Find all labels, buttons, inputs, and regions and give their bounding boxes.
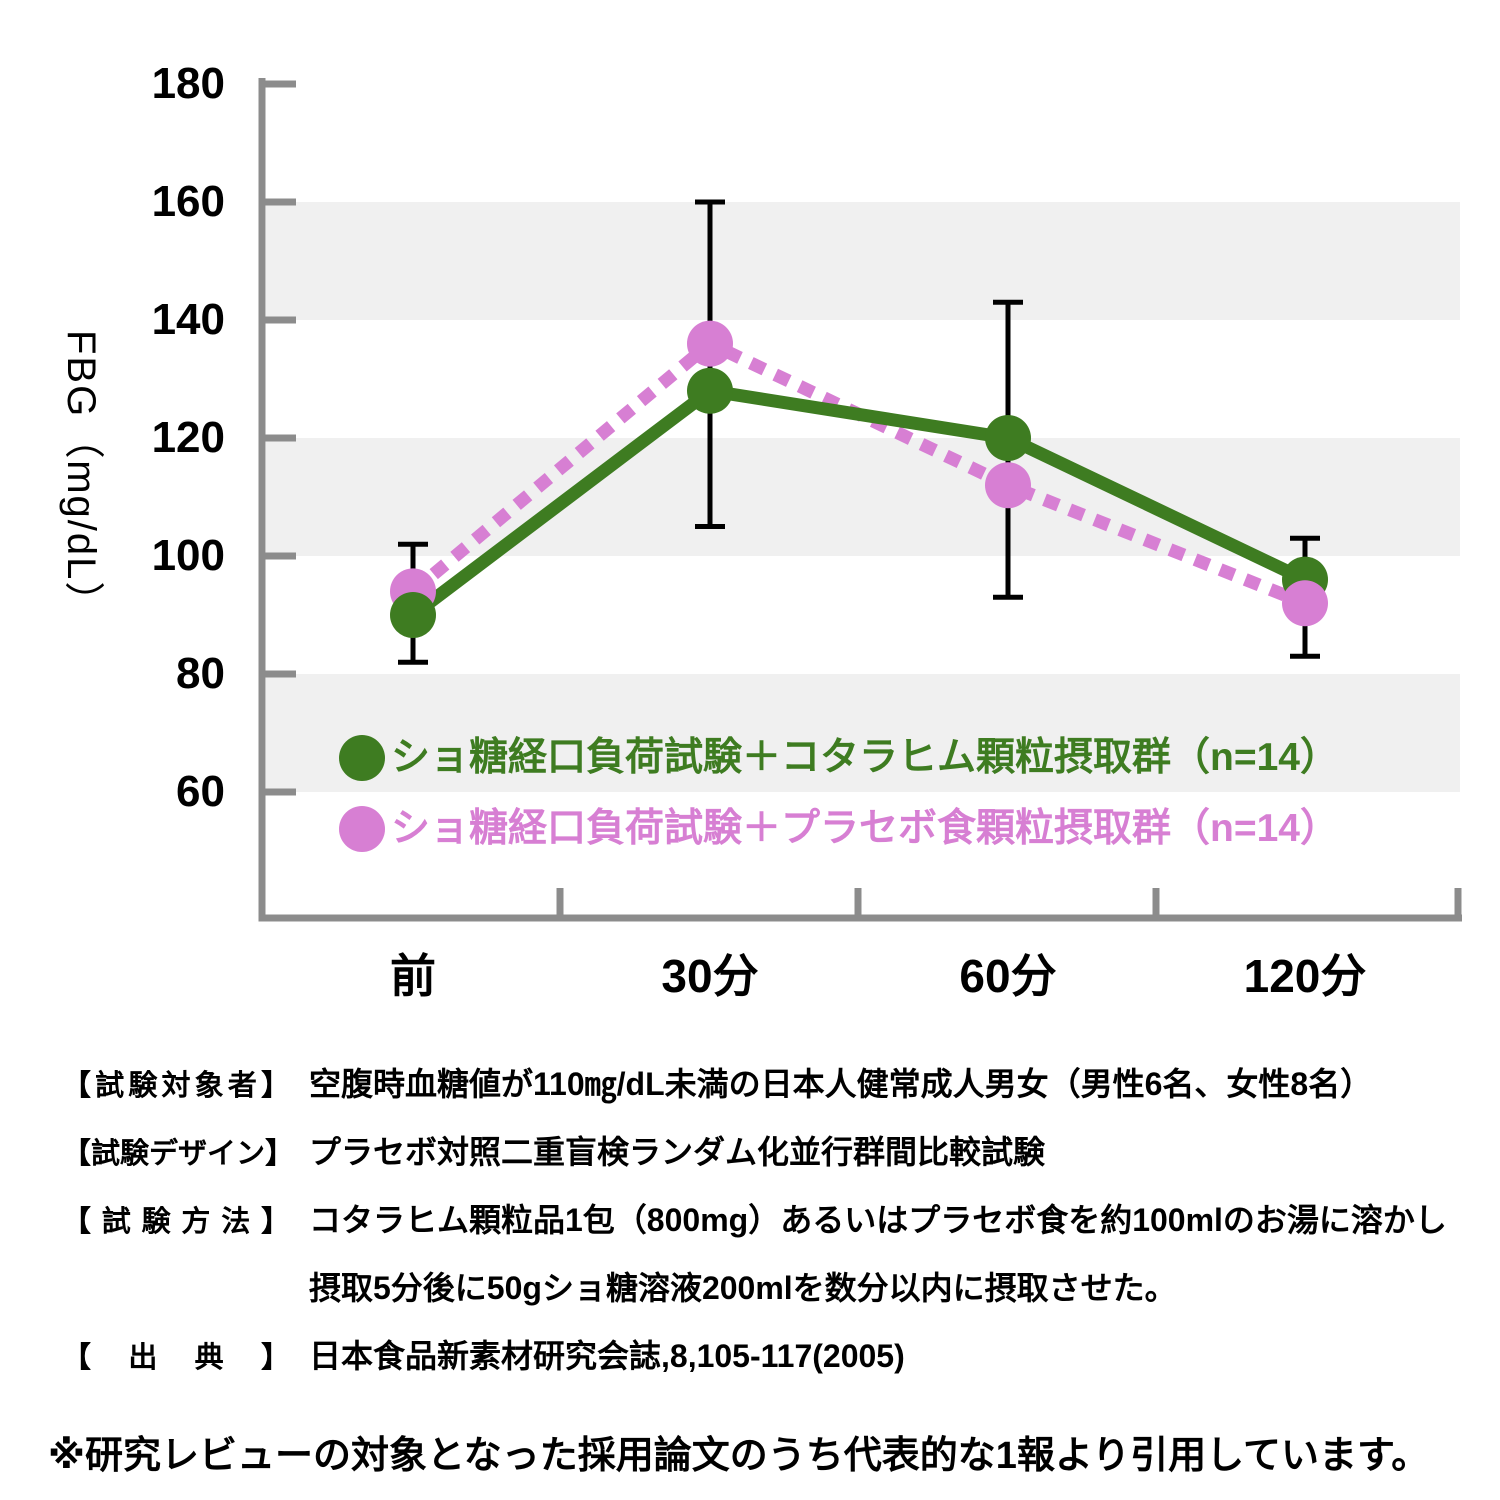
study-info-text: プラセボ対照二重盲検ランダム化並行群間比較試験: [309, 1134, 1046, 1170]
y-tick-label: 60: [176, 767, 225, 816]
study-info-text: 日本食品新素材研究会誌,8,105-117(2005): [309, 1338, 905, 1374]
study-info-label: 【試験デザイン】: [62, 1138, 295, 1170]
x-category-label: 60分: [959, 950, 1057, 1002]
legend-label-kotalahim: ショ糖経口負荷試験＋コタラヒム顆粒摂取群（n=14）: [391, 736, 1339, 779]
legend-marker-pink-dot: [339, 806, 385, 852]
legend-label-placebo: ショ糖経口負荷試験＋プラセボ食顆粒摂取群（n=14）: [391, 807, 1339, 850]
study-info-text: 摂取5分後に50gショ糖溶液200mlを数分以内に摂取させた。: [309, 1270, 1177, 1306]
y-tick-label: 80: [176, 649, 225, 698]
x-category-label: 30分: [661, 950, 759, 1002]
study-info-row-method-cont: 摂取5分後に50gショ糖溶液200mlを数分以内に摂取させた。: [62, 1263, 1462, 1331]
legend-item-placebo: ショ糖経口負荷試験＋プラセボ食顆粒摂取群（n=14）: [339, 806, 1339, 852]
y-tick-label: 100: [151, 531, 225, 580]
x-category-label: 120分: [1243, 950, 1367, 1002]
y-axis-title: FBG（mg/dL）: [59, 330, 103, 624]
y-tick-label: 140: [151, 295, 225, 344]
y-tick-label: 120: [151, 413, 225, 462]
line-chart-plot-area: [258, 78, 1462, 922]
study-info-row-subjects: 【試験対象者】 空腹時血糖値が110㎎/dL未満の日本人健常成人男女（男性6名、…: [62, 1059, 1462, 1127]
study-info-row-source: 【出典】 日本食品新素材研究会誌,8,105-117(2005): [62, 1331, 1462, 1399]
y-tick-label: 180: [151, 59, 225, 108]
study-info-text: 空腹時血糖値が110㎎/dL未満の日本人健常成人男女（男性6名、女性8名）: [309, 1066, 1373, 1102]
study-info-block: 【試験対象者】 空腹時血糖値が110㎎/dL未満の日本人健常成人男女（男性6名、…: [62, 1059, 1462, 1399]
study-info-label: 【試験対象者】: [62, 1070, 290, 1102]
x-category-label: 前: [390, 950, 436, 1002]
study-info-text: コタラヒム顆粒品1包（800mg）あるいはプラセボ食を約100mlのお湯に溶かし: [309, 1202, 1447, 1238]
study-info-row-design: 【試験デザイン】 プラセボ対照二重盲検ランダム化並行群間比較試験: [62, 1127, 1462, 1195]
legend-marker-green-dot: [339, 735, 385, 781]
study-info-label: 【出典】: [62, 1342, 290, 1374]
legend-item-kotalahim: ショ糖経口負荷試験＋コタラヒム顆粒摂取群（n=14）: [339, 735, 1339, 781]
study-info-label: 【試験方法】: [62, 1206, 290, 1238]
citation-footnote: ※研究レビューの対象となった採用論文のうち代表的な1報より引用しています。: [48, 1435, 1430, 1477]
y-tick-label: 160: [151, 177, 225, 226]
study-info-row-method: 【試験方法】 コタラヒム顆粒品1包（800mg）あるいはプラセボ食を約100ml…: [62, 1195, 1462, 1263]
